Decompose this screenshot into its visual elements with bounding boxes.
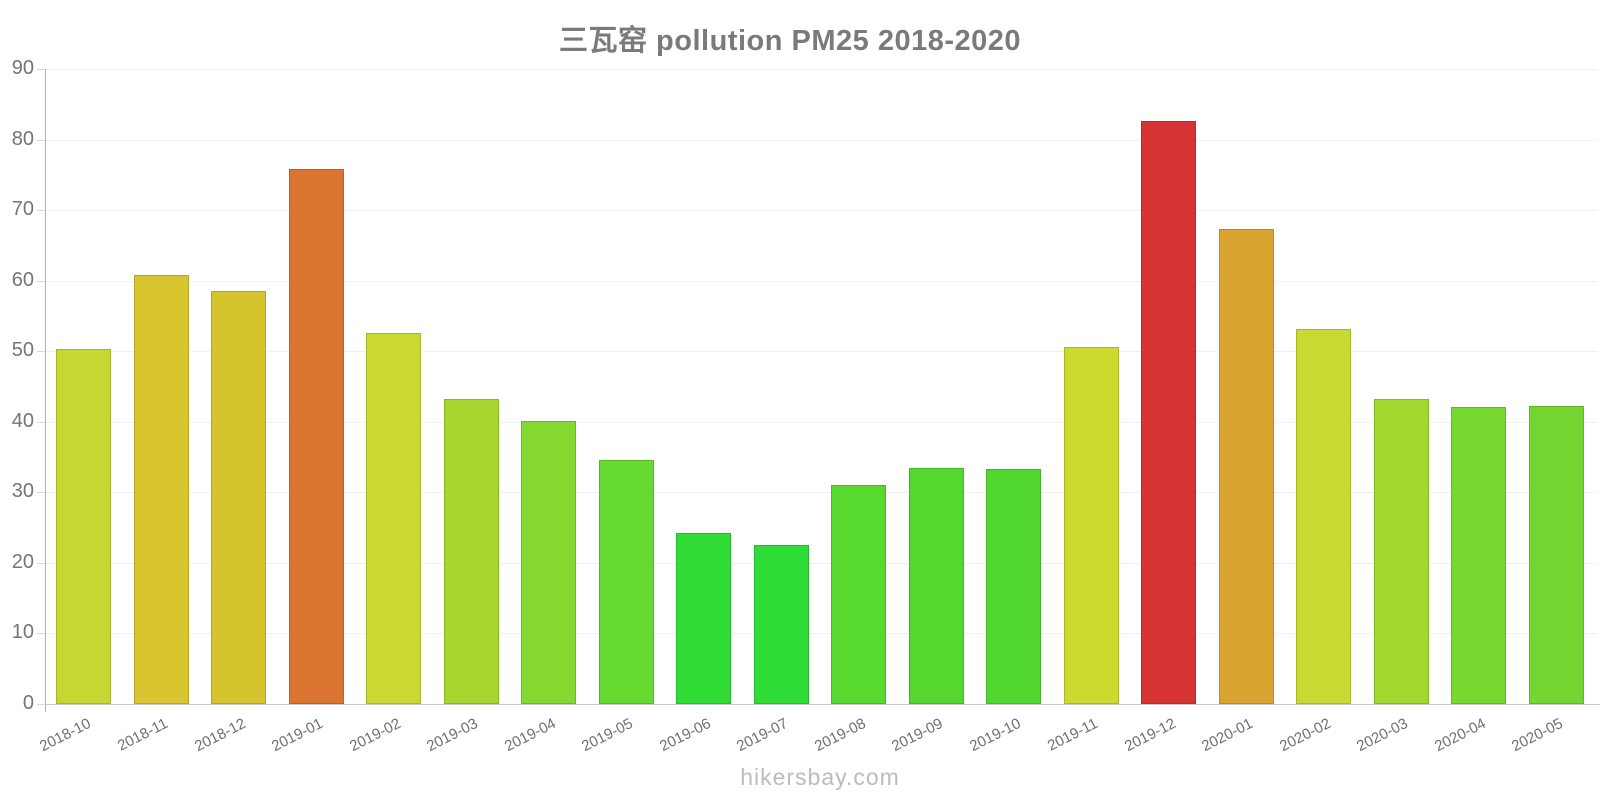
chart-title: 三瓦窑 pollution PM25 2018-2020 xyxy=(558,25,1021,57)
y-axis-label-50: 50 xyxy=(11,339,34,362)
watermark-link[interactable]: hikersbay.com xyxy=(740,764,900,790)
bar-2018-10[interactable] xyxy=(56,349,112,704)
gridline-60 xyxy=(45,280,1597,282)
x-axis-label-2018-10: 2018-10 xyxy=(36,714,94,756)
y-axis-label-20: 20 xyxy=(11,550,34,573)
y-axis-label-70: 70 xyxy=(11,197,34,220)
x-axis-label-2019-05: 2019-05 xyxy=(579,714,636,756)
x-axis-label-2019-07: 2019-07 xyxy=(734,714,791,756)
bar-2019-12[interactable] xyxy=(1141,120,1197,704)
bar-2018-11[interactable] xyxy=(133,275,189,704)
y-axis-label-0: 0 xyxy=(22,691,34,714)
x-axis-label-2020-03: 2020-03 xyxy=(1354,714,1411,756)
y-axis-label-80: 80 xyxy=(11,127,34,150)
y-axis-tick-70 xyxy=(37,210,45,212)
bar-2019-04[interactable] xyxy=(521,421,577,704)
y-axis-label-40: 40 xyxy=(11,409,34,432)
bar-2019-02[interactable] xyxy=(366,332,422,704)
y-axis-label-30: 30 xyxy=(11,480,34,503)
x-axis-line xyxy=(45,704,1600,705)
y-axis-label-60: 60 xyxy=(11,268,34,291)
gridline-50 xyxy=(45,351,1597,353)
bar-2019-08[interactable] xyxy=(831,485,887,704)
x-axis-label-2019-11: 2019-11 xyxy=(1045,714,1101,755)
bar-2019-11[interactable] xyxy=(1063,346,1119,704)
bar-2019-10[interactable] xyxy=(986,469,1042,704)
y-axis-label-10: 10 xyxy=(11,621,34,644)
bar-2019-01[interactable] xyxy=(288,169,344,704)
bar-2018-12[interactable] xyxy=(211,291,267,704)
bar-2020-03[interactable] xyxy=(1373,399,1429,704)
x-axis-label-2018-12: 2018-12 xyxy=(191,714,249,756)
y-axis-tick-90 xyxy=(37,69,45,70)
x-axis-label-2019-09: 2019-09 xyxy=(889,714,946,756)
y-axis-tick-0 xyxy=(37,704,45,705)
gridline-70 xyxy=(45,210,1597,212)
y-axis-line xyxy=(45,69,46,712)
gridline-40 xyxy=(45,421,1597,423)
x-axis-label-2020-05: 2020-05 xyxy=(1509,714,1566,756)
bar-2020-04[interactable] xyxy=(1451,406,1507,704)
x-axis-label-2019-03: 2019-03 xyxy=(424,714,481,756)
y-axis-tick-60 xyxy=(37,280,45,282)
y-axis-label-90: 90 xyxy=(11,56,34,79)
x-axis-label-2019-01: 2019-01 xyxy=(269,714,326,756)
x-axis-label-2020-01: 2020-01 xyxy=(1199,714,1256,756)
bar-2019-06[interactable] xyxy=(676,533,732,704)
y-axis-tick-30 xyxy=(37,492,45,494)
bar-2019-09[interactable] xyxy=(908,467,964,704)
bar-2019-07[interactable] xyxy=(753,544,809,704)
x-axis-label-2020-04: 2020-04 xyxy=(1431,714,1489,756)
bar-2020-02[interactable] xyxy=(1296,329,1352,704)
gridline-10 xyxy=(45,633,1597,635)
bar-2020-01[interactable] xyxy=(1218,229,1274,704)
bar-2020-05[interactable] xyxy=(1528,405,1584,704)
gridline-20 xyxy=(45,562,1597,564)
bar-2019-05[interactable] xyxy=(598,459,654,704)
x-axis-label-2019-08: 2019-08 xyxy=(811,714,869,756)
x-axis-label-2019-10: 2019-10 xyxy=(966,714,1024,756)
y-axis-tick-80 xyxy=(37,139,45,141)
x-axis-label-2019-02: 2019-02 xyxy=(346,714,404,756)
y-axis-tick-10 xyxy=(37,633,45,635)
y-axis-tick-50 xyxy=(37,351,45,353)
gridline-90 xyxy=(45,69,1597,70)
x-axis-label-2019-04: 2019-04 xyxy=(501,714,559,756)
y-axis-tick-20 xyxy=(37,562,45,564)
gridline-80 xyxy=(45,139,1597,141)
x-axis-label-2019-12: 2019-12 xyxy=(1121,714,1179,756)
gridline-30 xyxy=(45,492,1597,494)
x-axis-label-2018-11: 2018-11 xyxy=(115,714,171,755)
x-axis-label-2019-06: 2019-06 xyxy=(656,714,714,756)
x-axis-label-2020-02: 2020-02 xyxy=(1276,714,1334,756)
y-axis-tick-40 xyxy=(37,421,45,423)
bar-2019-03[interactable] xyxy=(443,399,499,704)
